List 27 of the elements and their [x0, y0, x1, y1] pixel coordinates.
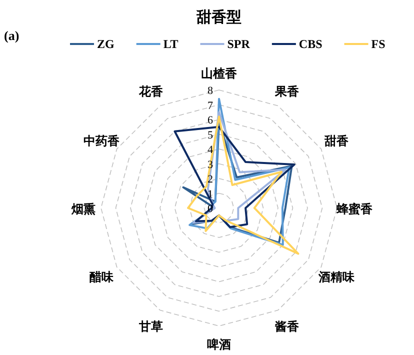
legend-label: CBS [298, 37, 323, 51]
category-label: 酒精味 [318, 270, 355, 284]
y-tick-label: 6 [208, 114, 213, 126]
y-tick-label: 1 [208, 188, 213, 200]
y-tick-label: 5 [208, 129, 213, 142]
category-label: 醋味 [89, 270, 114, 284]
y-tick-label: 3 [208, 158, 213, 171]
legend-label: LT [163, 37, 178, 51]
legend-label: FS [371, 37, 386, 51]
category-label: 山楂香 [201, 66, 237, 80]
category-label: 甜香 [324, 134, 349, 148]
annotation: (a) [4, 28, 20, 43]
category-label: 花香 [139, 84, 164, 98]
category-label: 果香 [274, 84, 299, 98]
y-tick-label: 8 [208, 85, 213, 97]
y-tick-label: 0 [208, 203, 213, 215]
category-label: 烟熏 [71, 202, 96, 216]
legend-label: SPR [227, 37, 250, 51]
category-label: 蜂蜜香 [336, 202, 373, 216]
legend-label: ZG [97, 37, 114, 51]
category-label: 中药香 [83, 134, 120, 148]
category-label: 甘草 [139, 320, 164, 334]
y-tick-label: 7 [208, 100, 213, 112]
title: 甜香型 [196, 10, 242, 26]
category-label: 啤酒 [207, 338, 231, 352]
y-tick-label: 2 [208, 174, 213, 186]
category-label: 酱香 [274, 320, 299, 334]
